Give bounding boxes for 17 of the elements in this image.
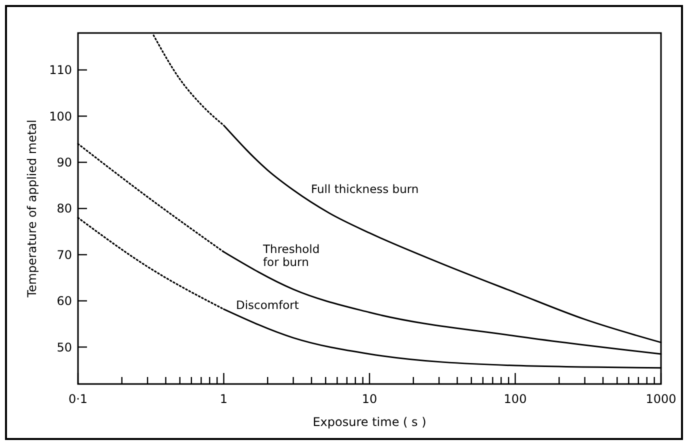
- x-tick-label: 1: [220, 392, 228, 406]
- x-axis-title: Exposure time ( s ): [312, 415, 426, 429]
- y-tick-label: 80: [56, 202, 72, 216]
- y-tick-label: 90: [56, 156, 72, 170]
- y-tick-label: 50: [56, 340, 72, 354]
- series-label: Discomfort: [236, 298, 300, 312]
- x-tick-label: 100: [504, 392, 527, 406]
- y-axis-title: Temperature of applied metal: [25, 120, 39, 298]
- series-label: Full thickness burn: [311, 182, 419, 196]
- y-tick-label: 100: [49, 109, 72, 124]
- series-label: Threshold for burn: [262, 242, 320, 270]
- x-tick-label: 1000: [646, 392, 676, 406]
- y-tick-label: 70: [56, 248, 72, 262]
- y-tick-label: 60: [56, 294, 72, 308]
- x-tick-label: 10: [362, 392, 378, 406]
- y-tick-label: 110: [49, 63, 72, 78]
- x-tick-label: 0·1: [68, 392, 88, 406]
